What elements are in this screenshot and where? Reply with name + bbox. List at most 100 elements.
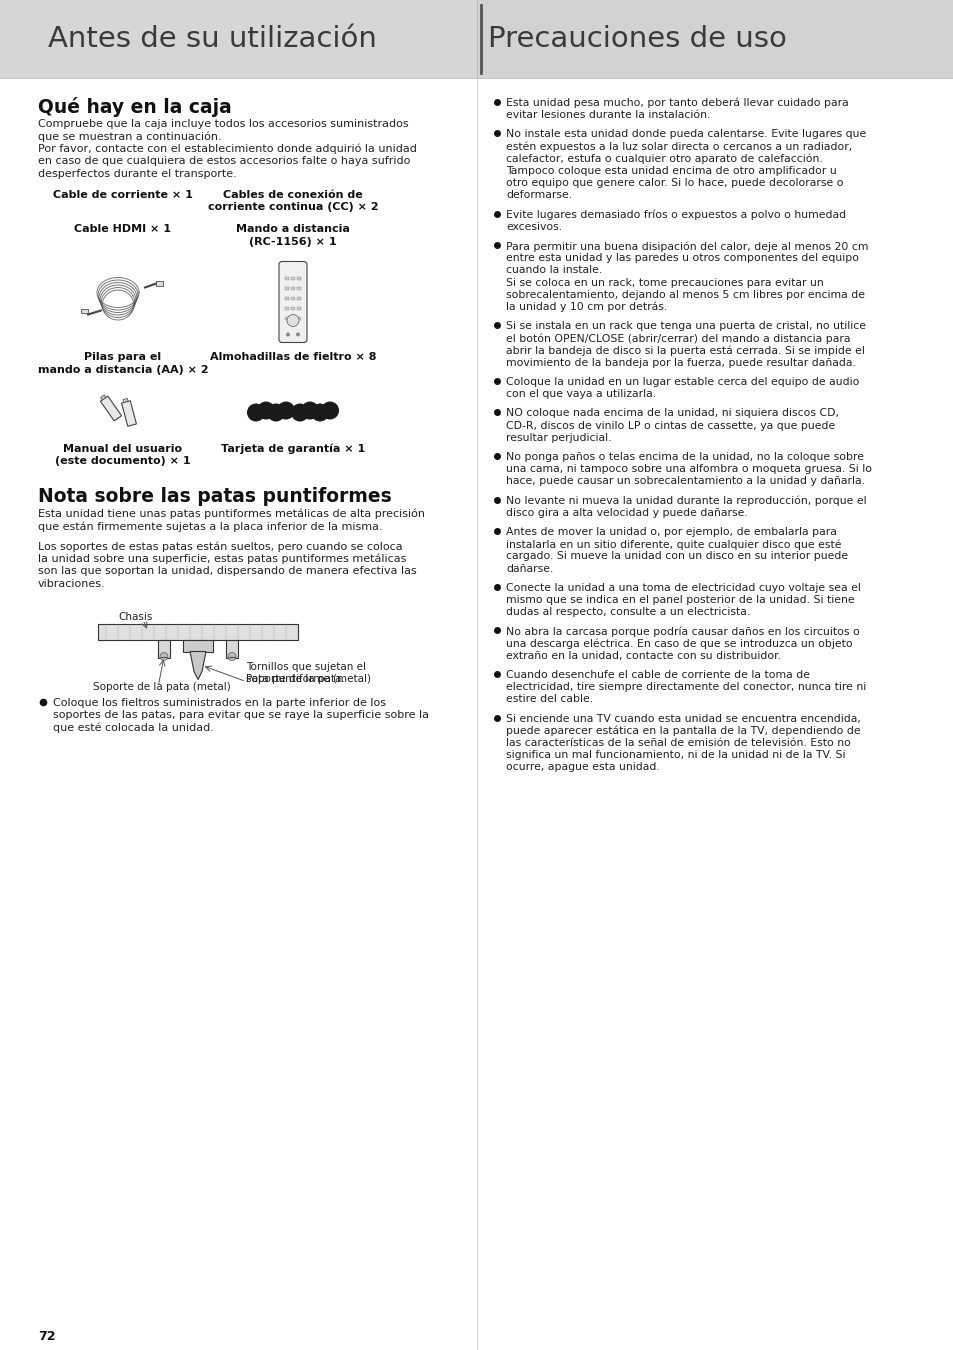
Text: dudas al respecto, consulte a un electricista.: dudas al respecto, consulte a un electri… [505,608,749,617]
Text: entre esta unidad y las paredes u otros componentes del equipo: entre esta unidad y las paredes u otros … [505,254,858,263]
Text: hace, puede causar un sobrecalentamiento a la unidad y dañarla.: hace, puede causar un sobrecalentamiento… [505,477,864,486]
Circle shape [286,332,290,336]
Polygon shape [100,396,121,421]
Text: disco gira a alta velocidad y puede dañarse.: disco gira a alta velocidad y puede daña… [505,508,747,518]
Text: calefactor, estufa o cualquier otro aparato de calefacción.: calefactor, estufa o cualquier otro apar… [505,154,821,165]
Text: 72: 72 [38,1330,55,1343]
Text: Tampoco coloque esta unidad encima de otro amplificador u: Tampoco coloque esta unidad encima de ot… [505,166,836,176]
Text: Evite lugares demasiado fríos o expuestos a polvo o humedad: Evite lugares demasiado fríos o expuesto… [505,209,845,220]
Text: mando a distancia (AA) × 2: mando a distancia (AA) × 2 [38,364,208,375]
Text: estén expuestos a la luz solar directa o cercanos a un radiador,: estén expuestos a la luz solar directa o… [505,142,851,153]
Text: abrir la bandeja de disco si la puerta está cerrada. Si se impide el: abrir la bandeja de disco si la puerta e… [505,346,864,356]
Text: Nota sobre las patas puntiformes: Nota sobre las patas puntiformes [38,486,392,505]
Text: una descarga eléctrica. En caso de que se introduzca un objeto: una descarga eléctrica. En caso de que s… [505,639,852,649]
Text: Antes de mover la unidad o, por ejemplo, de embalarla para: Antes de mover la unidad o, por ejemplo,… [505,526,836,537]
Text: Coloque la unidad en un lugar estable cerca del equipo de audio: Coloque la unidad en un lugar estable ce… [505,377,859,387]
Bar [156,281,163,285]
Text: No instale esta unidad donde pueda calentarse. Evite lugares que: No instale esta unidad donde pueda calen… [505,130,865,139]
Text: la unidad sobre una superficie, estas patas puntiformes metálicas: la unidad sobre una superficie, estas pa… [38,554,406,564]
Circle shape [291,404,309,421]
Circle shape [228,652,235,660]
Bar [285,277,289,279]
Circle shape [267,404,285,421]
Circle shape [301,401,318,420]
Text: puede aparecer estática en la pantalla de la TV, dependiendo de: puede aparecer estática en la pantalla d… [505,726,860,736]
FancyBboxPatch shape [278,262,307,343]
Bar [296,306,301,309]
Text: Por favor, contacte con el establecimiento donde adquirió la unidad: Por favor, contacte con el establecimien… [38,144,416,154]
Text: Cable de corriente × 1: Cable de corriente × 1 [53,189,193,200]
Text: Chasis: Chasis [118,612,152,621]
Text: NO coloque nada encima de la unidad, ni siquiera discos CD,: NO coloque nada encima de la unidad, ni … [505,409,838,418]
Text: que esté colocada la unidad.: que esté colocada la unidad. [53,722,213,733]
Circle shape [320,401,338,420]
Text: Antes de su utilización: Antes de su utilización [48,26,376,53]
Text: Esta unidad pesa mucho, por tanto deberá llevar cuidado para: Esta unidad pesa mucho, por tanto deberá… [505,99,848,108]
Text: Tarjeta de garantía × 1: Tarjeta de garantía × 1 [221,444,365,454]
Text: mismo que se indica en el panel posterior de la unidad. Si tiene: mismo que se indica en el panel posterio… [505,595,854,605]
Text: estire del cable.: estire del cable. [505,694,593,705]
Bar [296,277,301,279]
Text: (este documento) × 1: (este documento) × 1 [55,456,191,466]
Text: Precauciones de uso: Precauciones de uso [488,26,786,53]
Text: Esta unidad tiene unas patas puntiformes metálicas de alta precisión: Esta unidad tiene unas patas puntiformes… [38,509,424,518]
Bar [226,640,237,657]
Circle shape [256,401,274,420]
Text: Tornillos que sujetan el
soporte de la pata.: Tornillos que sujetan el soporte de la p… [246,663,366,684]
Polygon shape [123,398,128,402]
Text: Compruebe que la caja incluye todos los accesorios suministrados: Compruebe que la caja incluye todos los … [38,119,408,130]
Text: excesivos.: excesivos. [505,221,561,232]
Text: Si se instala en un rack que tenga una puerta de cristal, no utilice: Si se instala en un rack que tenga una p… [505,321,865,331]
Text: que se muestran a continuación.: que se muestran a continuación. [38,131,221,142]
Text: Pilas para el: Pilas para el [85,352,161,363]
Circle shape [276,401,294,420]
Bar [291,316,294,320]
Text: en caso de que cualquiera de estos accesorios falte o haya sufrido: en caso de que cualquiera de estos acces… [38,157,410,166]
Text: Cables de conexión de: Cables de conexión de [223,189,362,200]
Text: cuando la instale.: cuando la instale. [505,266,601,275]
Bar [98,624,297,640]
Text: dañarse.: dañarse. [505,563,553,574]
Text: una cama, ni tampoco sobre una alfombra o moqueta gruesa. Si lo: una cama, ni tampoco sobre una alfombra … [505,464,871,474]
Text: el botón OPEN/CLOSE (abrir/cerrar) del mando a distancia para: el botón OPEN/CLOSE (abrir/cerrar) del m… [505,333,850,344]
Text: corriente continua (CC) × 2: corriente continua (CC) × 2 [208,202,378,212]
Text: soportes de las patas, para evitar que se raye la superficie sobre la: soportes de las patas, para evitar que s… [53,710,429,720]
Bar [158,640,170,657]
Text: Cable HDMI × 1: Cable HDMI × 1 [74,224,172,235]
Text: Pata puntiforme (metal): Pata puntiforme (metal) [246,674,371,683]
Text: son las que soportan la unidad, dispersando de manera efectiva las: son las que soportan la unidad, dispersa… [38,567,416,576]
Text: (RC-1156) × 1: (RC-1156) × 1 [249,238,336,247]
Bar [291,297,294,300]
Text: sobrecalentamiento, dejando al menos 5 cm libres por encima de: sobrecalentamiento, dejando al menos 5 c… [505,290,864,300]
Text: movimiento de la bandeja por la fuerza, puede resultar dañada.: movimiento de la bandeja por la fuerza, … [505,358,855,367]
Polygon shape [190,652,206,679]
Text: Almohadillas de fieltro × 8: Almohadillas de fieltro × 8 [210,352,375,363]
Text: instalarla en un sitio diferente, quite cualquier disco que esté: instalarla en un sitio diferente, quite … [505,539,841,549]
Polygon shape [121,401,136,427]
Text: Si enciende una TV cuando esta unidad se encuentra encendida,: Si enciende una TV cuando esta unidad se… [505,714,860,724]
Bar [0,0,476,78]
Circle shape [160,652,168,660]
Circle shape [287,315,298,327]
Text: con el que vaya a utilizarla.: con el que vaya a utilizarla. [505,389,656,400]
Text: Coloque los fieltros suministrados en la parte inferior de los: Coloque los fieltros suministrados en la… [53,698,386,707]
Bar [183,640,213,652]
Text: Si se coloca en un rack, tome precauciones para evitar un: Si se coloca en un rack, tome precaucion… [505,278,822,288]
Text: Manual del usuario: Manual del usuario [63,444,182,454]
Text: que están firmemente sujetas a la placa inferior de la misma.: que están firmemente sujetas a la placa … [38,521,382,532]
Text: ocurre, apague esta unidad.: ocurre, apague esta unidad. [505,763,659,772]
Bar [285,297,289,300]
Text: cargado. Si mueve la unidad con un disco en su interior puede: cargado. Si mueve la unidad con un disco… [505,551,847,562]
Text: Soporte de la pata (metal): Soporte de la pata (metal) [92,683,231,693]
Text: la unidad y 10 cm por detrás.: la unidad y 10 cm por detrás. [505,302,666,312]
Text: desperfectos durante el transporte.: desperfectos durante el transporte. [38,169,236,180]
Bar [296,286,301,289]
Circle shape [295,332,299,336]
Text: electricidad, tire siempre directamente del conector, nunca tire ni: electricidad, tire siempre directamente … [505,682,865,693]
Text: Mando a distancia: Mando a distancia [235,224,350,235]
Bar [291,286,294,289]
Text: Los soportes de estas patas están sueltos, pero cuando se coloca: Los soportes de estas patas están suelto… [38,541,402,552]
Text: otro equipo que genere calor. Si lo hace, puede decolorarse o: otro equipo que genere calor. Si lo hace… [505,178,842,188]
Text: No levante ni mueva la unidad durante la reproducción, porque el: No levante ni mueva la unidad durante la… [505,495,865,506]
Bar [476,0,953,78]
